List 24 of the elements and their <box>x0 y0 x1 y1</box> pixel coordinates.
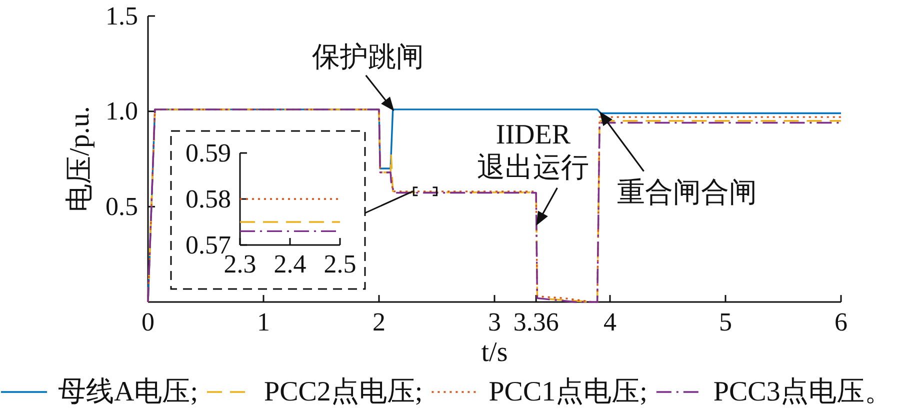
annotation: IIDER 退出运行 <box>477 119 590 184</box>
x-tick-label: 4 <box>604 307 616 336</box>
x-axis-title: t/s <box>481 337 508 368</box>
legend-label: PCC3点电压。 <box>713 376 892 408</box>
x-tick-label: 2 <box>372 307 386 336</box>
x-tick-label: 2.4 <box>274 249 306 278</box>
annotation: 重合闸合闸 <box>616 178 757 209</box>
x-tick-label: 6 <box>834 307 848 336</box>
x-tick-label: 5 <box>719 307 732 336</box>
x-tick-label: 1 <box>257 307 270 336</box>
y-tick-label: 0.59 <box>186 138 231 168</box>
x-tick-label: 3 <box>488 307 501 336</box>
y-tick-label: 0.58 <box>186 184 231 214</box>
y-tick-label: 0.5 <box>106 192 138 221</box>
legend-label: 母线A电压; <box>58 376 198 408</box>
y-axis-title: 电压/p.u. <box>64 106 96 212</box>
x-tick-label: 3.36 <box>513 307 559 336</box>
legend-label: PCC1点电压; <box>488 376 648 408</box>
x-tick-label: 2.5 <box>324 249 356 278</box>
x-tick-label: 0 <box>142 307 154 336</box>
y-tick-label: 1.0 <box>106 96 138 126</box>
legend-label: PCC2点电压; <box>264 376 423 408</box>
annotation: 保护跳闸 <box>312 42 424 73</box>
y-tick-label: 1.5 <box>106 1 138 30</box>
